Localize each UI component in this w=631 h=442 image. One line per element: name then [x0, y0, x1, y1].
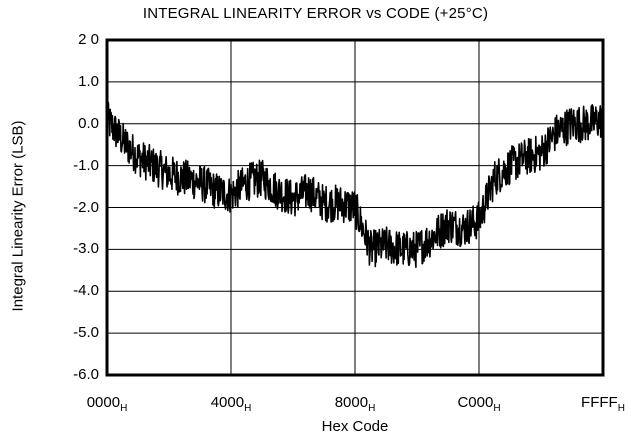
plot-frame: [105, 38, 605, 377]
y-tick-label: -4.0: [73, 282, 99, 300]
y-axis-label: Integral Linearity Error (LSB): [9, 120, 27, 312]
x-tick-label: 0000H: [86, 394, 128, 414]
x-tick-label: 8000H: [334, 394, 376, 414]
y-tick-label: -3.0: [73, 240, 99, 258]
x-tick-label: FFFFH: [581, 394, 625, 414]
x-tick-label: 4000H: [210, 394, 252, 414]
y-tick-label: 0.0: [78, 114, 99, 132]
y-tick-label: -6.0: [73, 366, 99, 383]
y-tick-label: -2.0: [73, 198, 99, 216]
series-layer: [106, 101, 604, 269]
x-tick-label: C000H: [457, 394, 501, 414]
chart-title: INTEGRAL LINEARITY ERROR vs CODE (+25°C): [142, 5, 489, 22]
y-tick-label: 1.0: [78, 72, 99, 90]
x-axis-label: Hex Code: [321, 418, 389, 435]
series-line: [106, 101, 604, 269]
y-tick-label: 2 0: [78, 31, 99, 48]
y-tick-label: -1.0: [73, 156, 99, 174]
y-tick-label: -5.0: [73, 324, 99, 342]
